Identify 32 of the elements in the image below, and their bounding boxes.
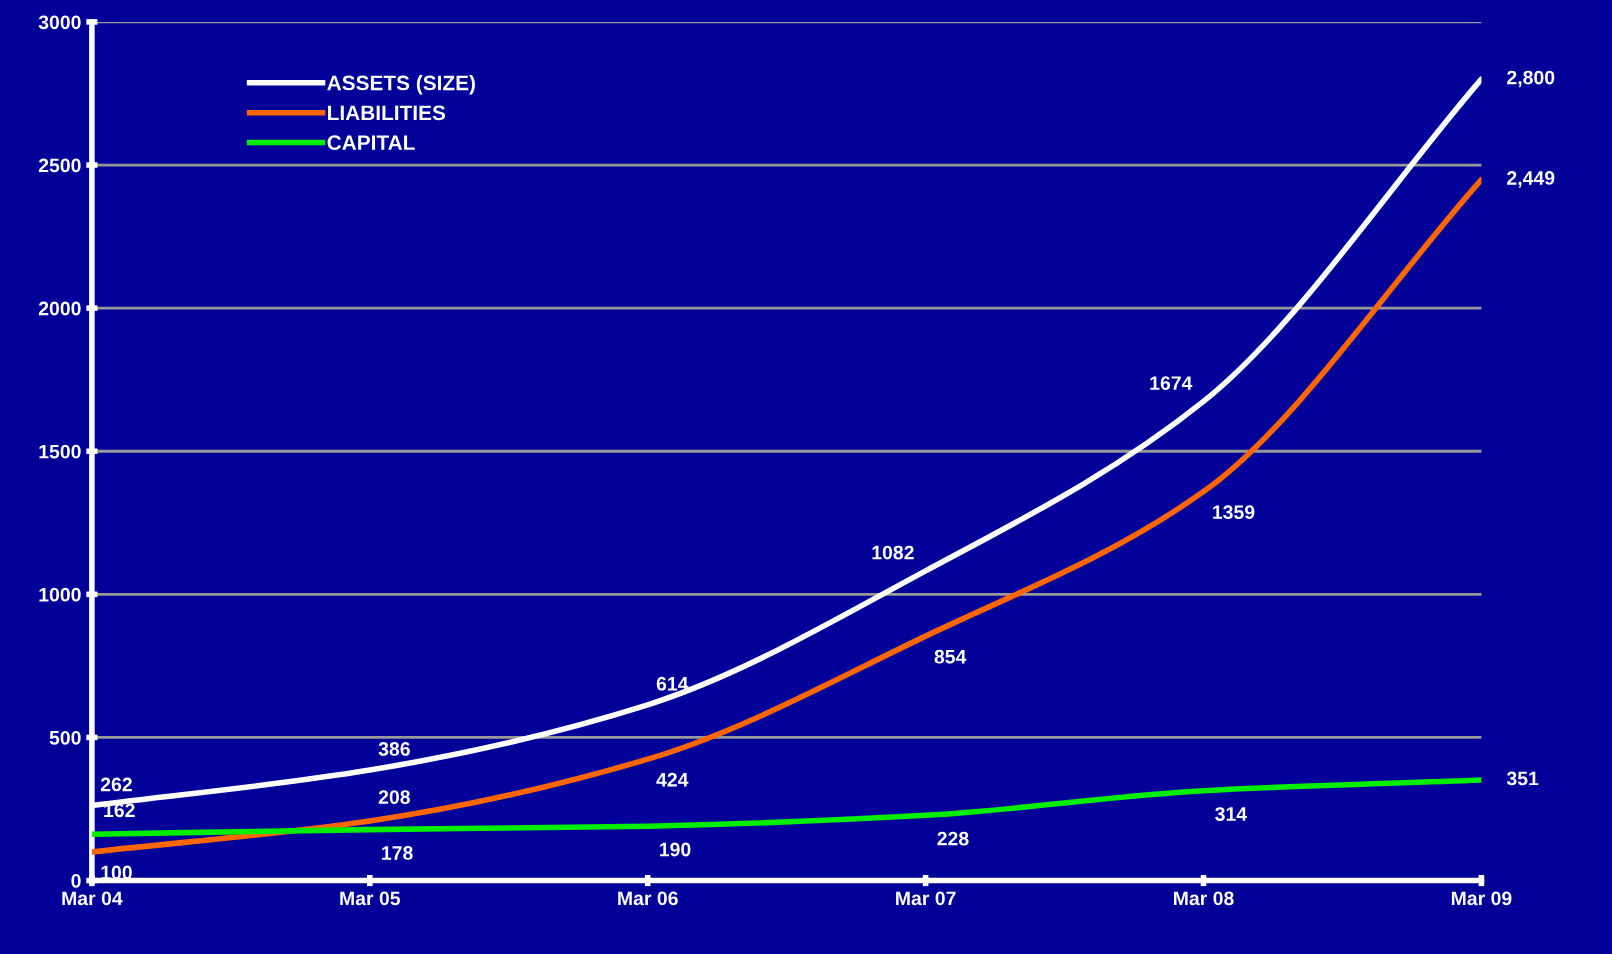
legend-label: CAPITAL — [327, 135, 415, 151]
data-label: 178 — [382, 846, 413, 860]
x-tick-label: Mar 07 — [896, 891, 956, 906]
y-tick-label: 1000 — [39, 587, 81, 602]
data-label: 2,449 — [1507, 171, 1555, 188]
data-label: 208 — [378, 790, 410, 805]
y-tick-label: 0 — [71, 874, 81, 888]
data-label: 1674 — [1150, 376, 1193, 390]
data-label: 228 — [937, 831, 969, 846]
y-tick-label: 1500 — [39, 444, 81, 459]
x-tick-label: Mar 06 — [618, 891, 678, 906]
data-label: 854 — [934, 649, 967, 664]
y-tick-label: 2500 — [38, 158, 81, 173]
y-tick-label: 2000 — [38, 301, 81, 316]
data-label: 1082 — [872, 545, 914, 560]
data-label: 1359 — [1213, 505, 1255, 520]
x-tick-label: Mar 09 — [1451, 891, 1512, 906]
data-label: 614 — [656, 676, 689, 691]
data-label: 351 — [1506, 771, 1539, 786]
data-label: 424 — [656, 772, 689, 787]
data-label: 262 — [100, 777, 132, 792]
data-label: 2,800 — [1507, 70, 1555, 88]
data-label: 190 — [660, 842, 691, 857]
x-tick-label: Mar 05 — [340, 891, 401, 906]
legend-label: ASSETS (SIZE) — [327, 75, 475, 95]
y-tick-label: 500 — [49, 730, 81, 745]
x-tick-label: Mar 08 — [1174, 891, 1234, 906]
data-label: 386 — [378, 742, 410, 756]
x-tick-label: Mar 04 — [62, 891, 123, 906]
y-tick-label: 3000 — [38, 15, 81, 30]
legend-label: LIABILITIES — [328, 105, 446, 121]
data-label: 314 — [1215, 807, 1247, 821]
